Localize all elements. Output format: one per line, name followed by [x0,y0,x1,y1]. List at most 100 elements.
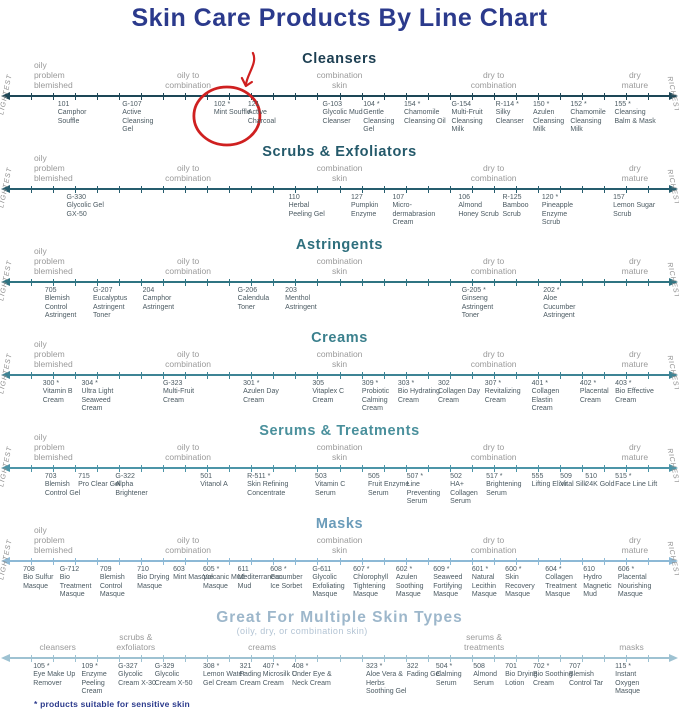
axis-tick [449,278,451,286]
axis-line [1,277,678,286]
product-code: 609 * [433,566,450,573]
axis-tick [625,371,627,379]
axis-arrow-right-icon [669,556,678,565]
line-row-astringents: Astringents oily problem blemished oily to… [0,234,679,327]
product-label: 401 * Collagen Elastin Cream [532,380,575,413]
axis-tick [207,654,209,662]
axis-tick [581,654,583,662]
axis-tick [361,464,363,472]
product-code: 600 * [505,566,522,573]
product-code: 501 [200,473,212,480]
product-label: 515 * Face Line Lift [615,473,658,490]
zone-label: scrubs & exfoliators [116,631,156,652]
product-name: Fading Cream [239,671,262,687]
product-code: 701 [505,663,517,670]
axis-tick [559,185,561,193]
product-name: Hydro Magnetic Mud [583,574,612,598]
product-code: 403 * [615,380,632,387]
axis-tick [53,371,55,379]
product-label: 303 * Bio Hydrating Cream [398,380,441,405]
axis-tick [273,278,275,286]
product-code: 602 * [395,566,413,573]
product-code: 302 [437,380,450,387]
product-label: 309 * Probiotic Calming Cream [362,380,405,413]
axis-tick [31,557,33,565]
product-code: 605 * [203,566,220,573]
axis-tick [185,371,187,379]
product-name: Seaweed Fortifying Masque [433,574,463,598]
product-code: R-511 * [247,473,271,480]
axis-tick [361,557,363,565]
product-code: 155 * [614,101,631,108]
axis-tick [581,371,583,379]
product-label: 517 * Brightening Serum [486,473,529,498]
product-label: 307 * Revitalizing Cream [485,380,528,405]
axis-tick [185,278,187,286]
product-name: Probiotic Calming Cream [361,388,390,412]
axis-tick [625,278,627,286]
axis-tick [207,464,209,472]
product-label: 702 * Bio Soothing Cream [533,663,576,688]
product-label: 115 * Instant Oxygen Masque [615,663,658,696]
axis-tick [163,278,165,286]
zone-label: oily problem blemished [33,524,73,555]
product-code: G-322 [115,473,135,480]
product-label: 304 * Ultra Light Seaweed Cream [81,380,124,413]
product-label: 321 Fading Cream [240,663,283,688]
axis-tick [493,557,495,565]
product-code: 707 [569,663,581,670]
axis-tick [625,185,627,193]
product-label: 709 Blemish Control Masque [100,566,143,599]
axis-tick [229,185,231,193]
axis-tick [97,185,99,193]
axis-tick [185,185,187,193]
product-name: Almond Serum [473,671,497,687]
product-code: 603 [173,566,185,573]
axis-tick [229,557,231,565]
zone-label: oily to combination [165,534,211,555]
product-label: 322 Fading Gel [407,663,450,680]
axis-tick [427,557,429,565]
product-label: G-611 Glycolic Exfoliating Masque [312,566,355,599]
axis-tick [141,278,143,286]
product-code: 303 * [397,380,415,387]
product-name: Active Charcoal [247,109,276,125]
product-name: Pumpkin Enzyme [351,202,379,218]
zone-label: dry to combination [470,441,517,462]
axis-tick [339,557,341,565]
axis-tick [603,185,605,193]
product-code: 150 * [533,101,550,108]
zone-label: combination skin [316,348,363,369]
product-name: Fading Gel [406,671,441,679]
axis-tick [75,557,77,565]
product-name: Azulen Soothing Masque [395,574,424,598]
axis-tick [339,278,341,286]
axis-tick [603,557,605,565]
product-label: 603 Mint Masque [173,566,216,583]
axis-tick [229,92,231,100]
zone-label: combination skin [316,255,363,276]
zone-label: dry to combination [470,255,517,276]
axis-tick [427,654,429,662]
product-name: Brightening Serum [486,481,522,497]
section-title: Astringents [295,237,384,253]
product-label: 502 HA+ Collagen Serum [450,473,493,506]
product-code: 504 * [435,663,453,670]
product-name: Fruit Enzyme Serum [368,481,410,497]
axis-tick [383,464,385,472]
product-label: R-114 * Silky Cleanser [496,101,539,126]
zone-label: oily to combination [165,162,211,183]
axis-tick [449,185,451,193]
axis-tick [229,371,231,379]
axis-tick [141,92,143,100]
product-code: 120 * [541,194,559,201]
axis-tick [53,92,55,100]
product-label: 109 * Enzyme Peeling Cream [81,663,124,696]
product-name: Bio Drying Masque [137,574,170,590]
product-code: 109 * [81,663,98,670]
product-code: 505 [368,473,380,480]
product-name: Active Cleansing Gel [122,109,154,133]
product-label: 104 * Gentle Cleansing Gel [363,101,406,134]
axis-tick [427,464,429,472]
product-name: Ultra Light Seaweed Cream [81,388,114,412]
